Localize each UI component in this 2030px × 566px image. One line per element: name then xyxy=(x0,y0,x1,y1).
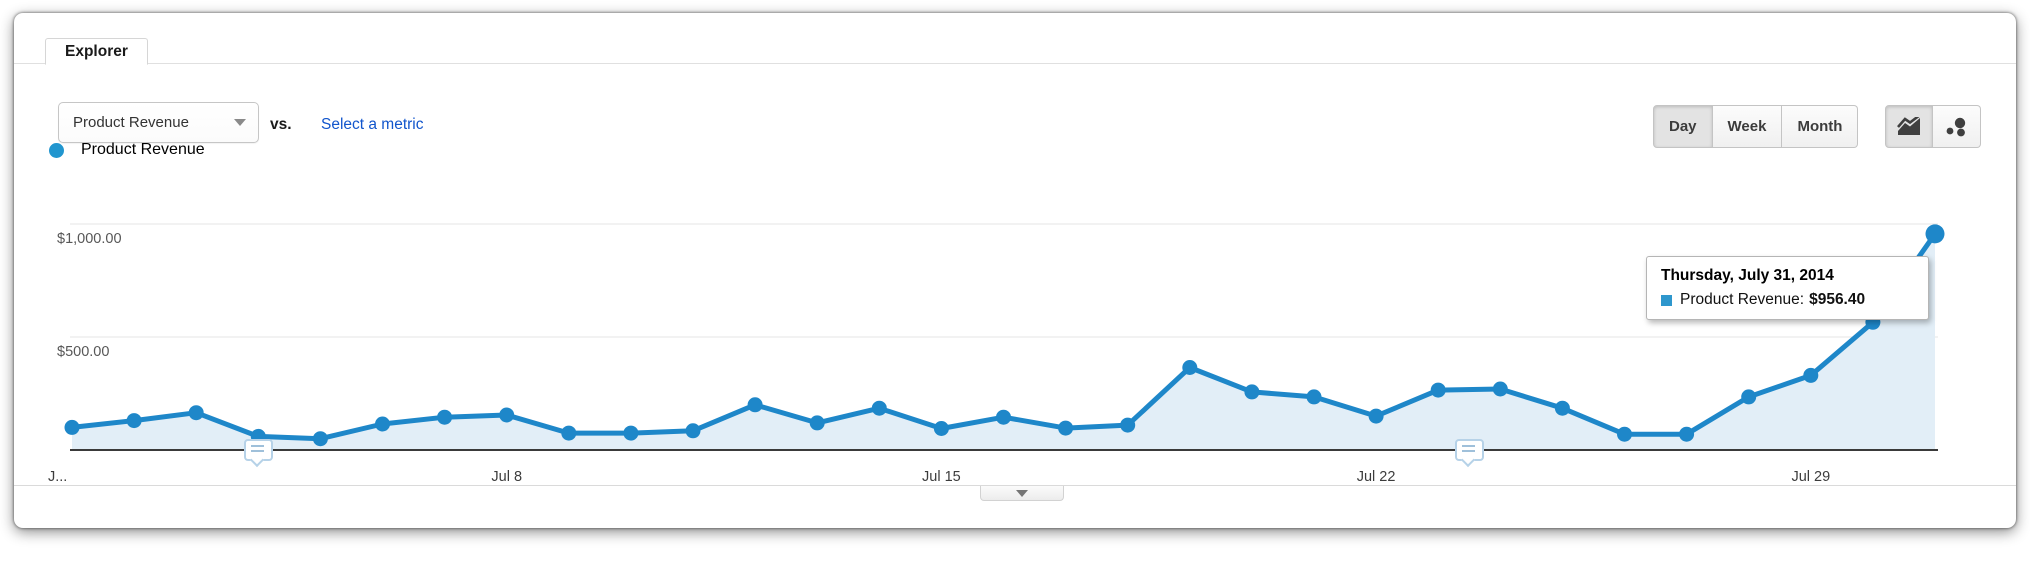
select-metric-link[interactable]: Select a metric xyxy=(321,116,424,133)
data-point-jul-7[interactable] xyxy=(437,409,453,425)
x-axis-tick-label: Jul 22 xyxy=(1357,469,1396,485)
data-point-jul-17[interactable] xyxy=(1058,420,1074,436)
collapse-arrow-icon xyxy=(1016,489,1028,497)
data-point-jul-6[interactable] xyxy=(375,416,390,432)
chart-type-button-group xyxy=(1885,105,1981,148)
granularity-button-group: Day Week Month xyxy=(1653,105,1859,148)
y-axis-tick-label: $500.00 xyxy=(57,344,109,360)
data-point-jul-18[interactable] xyxy=(1120,417,1136,433)
chart-footer-divider xyxy=(14,485,2016,486)
x-axis-tick-label: J... xyxy=(48,469,67,485)
tooltip-value: $956.40 xyxy=(1809,291,1866,308)
metric-dropdown-value: Product Revenue xyxy=(73,114,189,131)
data-point-jul-1[interactable] xyxy=(64,419,80,435)
data-point-jul-11[interactable] xyxy=(685,423,701,439)
explorer-panel: Explorer Product Revenue vs. Select a me… xyxy=(14,13,2016,528)
tooltip-series-label: Product Revenue: xyxy=(1680,291,1805,308)
motion-chart-icon xyxy=(1946,117,1965,136)
data-point-jul-19[interactable] xyxy=(1182,360,1198,375)
vs-label: vs. xyxy=(270,116,292,133)
metric-dropdown[interactable]: Product Revenue xyxy=(58,102,259,143)
data-point-jul-29[interactable] xyxy=(1803,367,1819,383)
data-point-jul-21[interactable] xyxy=(1306,389,1322,405)
data-point-jul-9[interactable] xyxy=(561,425,577,441)
data-point-jul-13[interactable] xyxy=(809,415,825,431)
area-fill xyxy=(72,233,1935,449)
x-axis-tick-label: Jul 29 xyxy=(1791,469,1830,485)
data-point-jul-24[interactable] xyxy=(1492,381,1508,397)
tab-bar-divider xyxy=(14,63,2016,64)
revenue-line-chart[interactable]: $500.00 $1,000.00 J... Jul 8 Jul 15 Jul 22 Jul… xyxy=(14,13,2016,528)
motion-chart-button[interactable] xyxy=(1933,105,1981,148)
chart-tooltip: Thursday, July 31, 2014 Product Revenue:… xyxy=(1646,256,1929,320)
data-point-jul-20[interactable] xyxy=(1244,384,1260,400)
annotation-bubble-icon[interactable] xyxy=(1455,439,1485,461)
data-point-jul-27[interactable] xyxy=(1679,426,1695,442)
data-point-jul-25[interactable] xyxy=(1554,400,1570,416)
data-point-jul-14[interactable] xyxy=(871,400,887,416)
y-axis-tick-label: $1,000.00 xyxy=(57,231,122,247)
line-chart-icon xyxy=(1897,117,1920,135)
collapse-chart-button[interactable] xyxy=(980,486,1064,501)
data-point-jul-23[interactable] xyxy=(1430,382,1446,398)
line-chart-button[interactable] xyxy=(1885,105,1933,148)
x-axis-tick-label: Jul 8 xyxy=(491,469,522,485)
tooltip-date: Thursday, July 31, 2014 xyxy=(1661,267,1834,284)
data-point-jul-15[interactable] xyxy=(933,421,949,436)
data-point-jul-16[interactable] xyxy=(996,409,1011,425)
granularity-week-button[interactable]: Week xyxy=(1712,105,1783,148)
data-point-jul-10[interactable] xyxy=(623,425,639,441)
legend-label: Product Revenue xyxy=(81,141,205,158)
data-point-jul-2[interactable] xyxy=(126,413,142,429)
tab-explorer[interactable]: Explorer xyxy=(45,38,148,65)
series-swatch-icon xyxy=(1661,294,1672,306)
x-axis-tick-label: Jul 15 xyxy=(922,469,961,485)
granularity-day-button[interactable]: Day xyxy=(1653,105,1713,148)
annotation-bubble-icon[interactable] xyxy=(244,439,274,461)
data-point-jul-12[interactable] xyxy=(747,397,763,413)
data-point-jul-22[interactable] xyxy=(1368,408,1384,424)
granularity-month-button[interactable]: Month xyxy=(1782,105,1859,148)
data-point-jul-8[interactable] xyxy=(499,407,515,423)
data-point-jul-31[interactable] xyxy=(1925,224,1945,244)
data-point-jul-28[interactable] xyxy=(1741,389,1757,405)
data-point-jul-26[interactable] xyxy=(1617,426,1632,442)
chevron-down-icon xyxy=(234,119,246,126)
data-point-jul-3[interactable] xyxy=(188,405,204,421)
data-point-jul-5[interactable] xyxy=(312,431,328,447)
chart-legend: Product Revenue xyxy=(49,141,205,159)
legend-dot-icon xyxy=(49,142,64,158)
